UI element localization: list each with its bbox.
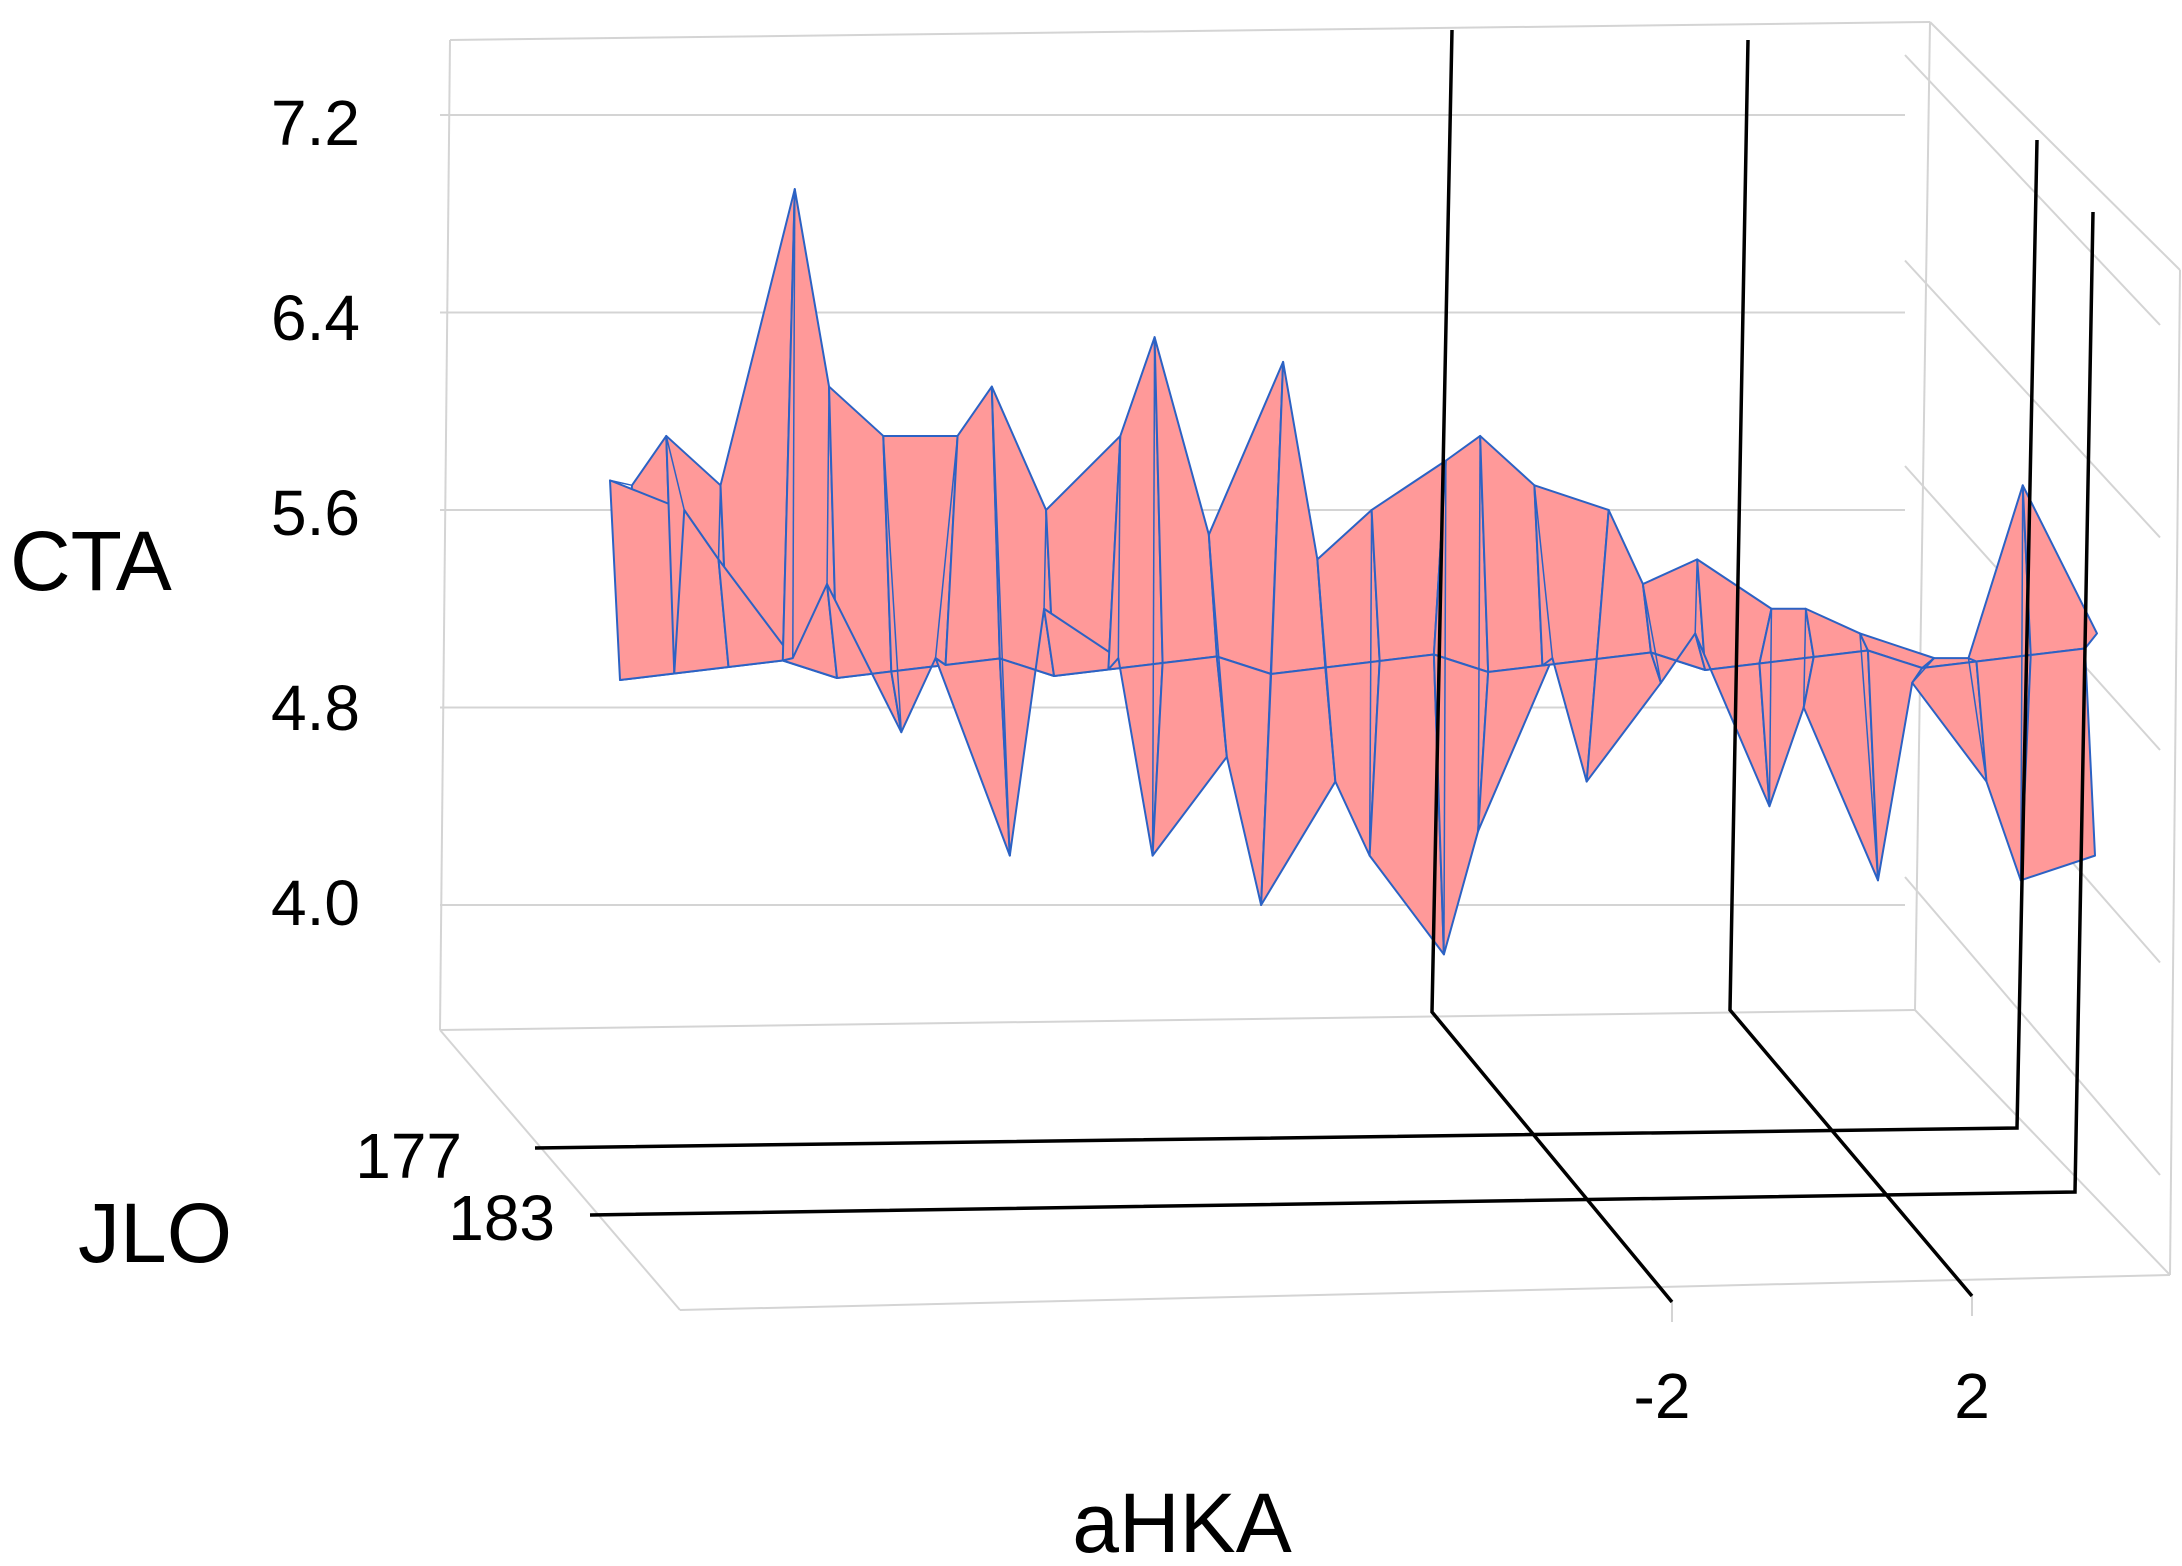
surface-facet-lower [1151,655,1228,857]
surface-mesh-line [1585,509,1610,782]
surface-mesh-line [1967,658,1988,782]
surface-mesh-line [1768,608,1773,807]
x-tick-label: -2 [1634,1360,1691,1432]
frame-layer [534,29,2095,1304]
surface-facet-upper [1696,558,1773,671]
box-back-bottom-edge [439,1009,1916,1031]
z-tick-label: 7.2 [271,87,360,159]
box-right-floor-edge [1914,1009,2171,1276]
surface-mesh-line [1260,361,1284,906]
frame-y-line [589,211,2095,1217]
surface-facet-lower [1477,657,1554,832]
surface-facet-lower [1758,656,1815,808]
surface-mesh-line [665,435,685,511]
frame-x-line [1430,29,1674,1304]
surface-facet-upper [1479,434,1544,673]
surface-mesh-line [609,479,633,487]
surface-mesh-line [1642,583,1662,683]
surface-mesh-line [1859,633,1879,881]
surface-facet-upper [1153,336,1218,664]
surface-facet-lower [1802,649,1879,882]
z-axis-title: CTA [10,514,172,608]
surface-mesh-line [1802,608,1807,708]
surface-mesh-line [1443,460,1447,955]
surface-facet-lower [1911,660,1988,783]
side-gridline [1904,54,2161,326]
surface-mesh-line [1043,509,1047,609]
surface-mesh-line [882,435,903,733]
surface-facet-upper [1804,607,1869,658]
surface-mesh-line [991,386,1011,856]
surface-facet-lower [1585,651,1662,783]
box-top-right-edge [1929,21,2181,271]
surface-facet-lower [1260,666,1337,906]
frame-y-line [534,139,2039,1150]
box-left-edge [439,39,451,1031]
surface-facet-upper [944,385,1001,666]
z-tick-label: 4.0 [271,867,360,939]
surface-mesh-line [1151,337,1156,856]
y-tick-label: 183 [448,1182,555,1254]
surface-facet-lower [934,657,1011,857]
y-axis-title: JLO [78,1186,232,1280]
x-tick-label: 2 [1954,1360,1990,1432]
z-tick-label: 6.4 [271,282,360,354]
surface-mesh-line [1208,534,1228,757]
frame-x-line [1728,39,1974,1298]
surface-mesh-line [1477,435,1481,831]
surface-mesh-line [2019,485,2024,881]
surface-mesh-line [826,386,830,585]
box-top-edge [449,21,1931,41]
y-tick-label: 177 [355,1120,462,1192]
z-tick-label: 4.8 [271,672,360,744]
box-left-floor-edge [439,1029,681,1311]
box-back-right-edge [1914,21,1931,1011]
surface-mesh-line [934,435,959,659]
surface-mesh-line [1533,485,1554,659]
x-axis-title: aHKA [1072,1476,1291,1566]
box-front-bottom-edge [679,1274,2171,1311]
surface-mesh-line [1368,509,1373,856]
surface-layer [609,188,2098,956]
box-right-edge [2169,269,2181,1276]
surface-mesh-line [792,189,796,659]
surface-mesh-line [1117,435,1122,659]
surface-mesh-line [717,485,722,560]
side-gridline [1904,876,2161,1176]
surface-mesh-line [1316,559,1337,782]
z-tick-label: 5.6 [271,477,360,549]
surface-mesh-line [1911,657,1935,684]
surface-mesh-line [1694,559,1698,634]
